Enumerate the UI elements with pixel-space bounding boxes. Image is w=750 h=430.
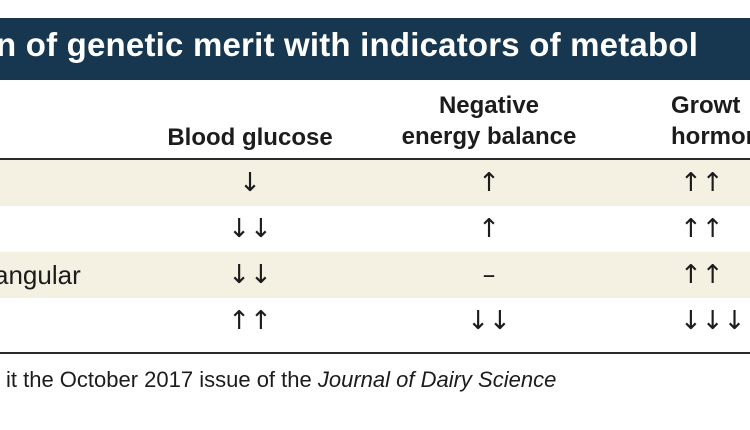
row-label (0, 206, 154, 252)
growth-hormone-cell: ↑↑ (680, 260, 724, 290)
source-note-prefix: it the October 2017 issue of the (6, 367, 318, 392)
table-title-bar: n of genetic merit with indicators of me… (0, 18, 750, 80)
growth-hormone-cell: ↑↑ (680, 168, 724, 198)
table-row: ↑↑ ↓↓ ↓↓↓ (0, 298, 750, 350)
row-label (0, 160, 154, 206)
blood-glucose-cell: ↓↓ (228, 260, 272, 290)
source-note-text: it the October 2017 issue of the Journal… (6, 356, 556, 404)
column-header-blood-glucose: Blood glucose (140, 122, 360, 153)
column-header-negative-energy-balance: Negative energy balance (378, 90, 600, 152)
negative-energy-balance-cell: ↑ (478, 168, 500, 198)
table-source-note: it the October 2017 issue of the Journal… (0, 356, 750, 404)
growth-hormone-cell: ↓↓↓ (680, 306, 746, 336)
negative-energy-balance-cell: – (482, 260, 496, 290)
row-label: angular (0, 260, 81, 290)
column-header-blood-glucose-text: Blood glucose (167, 124, 333, 151)
table-header-row: Blood glucose Negative energy balance Gr… (0, 80, 750, 160)
table-row: ↓ ↑ ↑↑ (0, 160, 750, 206)
column-header-gh-line-2: hormon (671, 123, 750, 150)
column-header-neb-line-2: energy balance (401, 123, 577, 150)
row-label (0, 298, 154, 344)
source-note-journal: Journal of Dairy Science (317, 367, 557, 392)
blood-glucose-cell: ↓↓ (228, 214, 272, 244)
blood-glucose-cell: ↑↑ (228, 306, 272, 336)
negative-energy-balance-cell: ↓↓ (467, 306, 511, 336)
growth-hormone-cell: ↑↑ (680, 214, 724, 244)
negative-energy-balance-cell: ↑ (478, 214, 500, 244)
column-header-neb-line-1: Negative (438, 92, 540, 119)
table-title: n of genetic merit with indicators of me… (0, 26, 699, 63)
blood-glucose-cell: ↓ (239, 168, 261, 198)
table-row: ↓↓ ↑ ↑↑ (0, 206, 750, 252)
table-row: angular ↓↓ – ↑↑ (0, 252, 750, 298)
footer-divider (0, 352, 750, 354)
column-header-growth-hormone: Growt hormon (650, 90, 750, 152)
column-header-gh-line-1: Growt (671, 92, 741, 119)
